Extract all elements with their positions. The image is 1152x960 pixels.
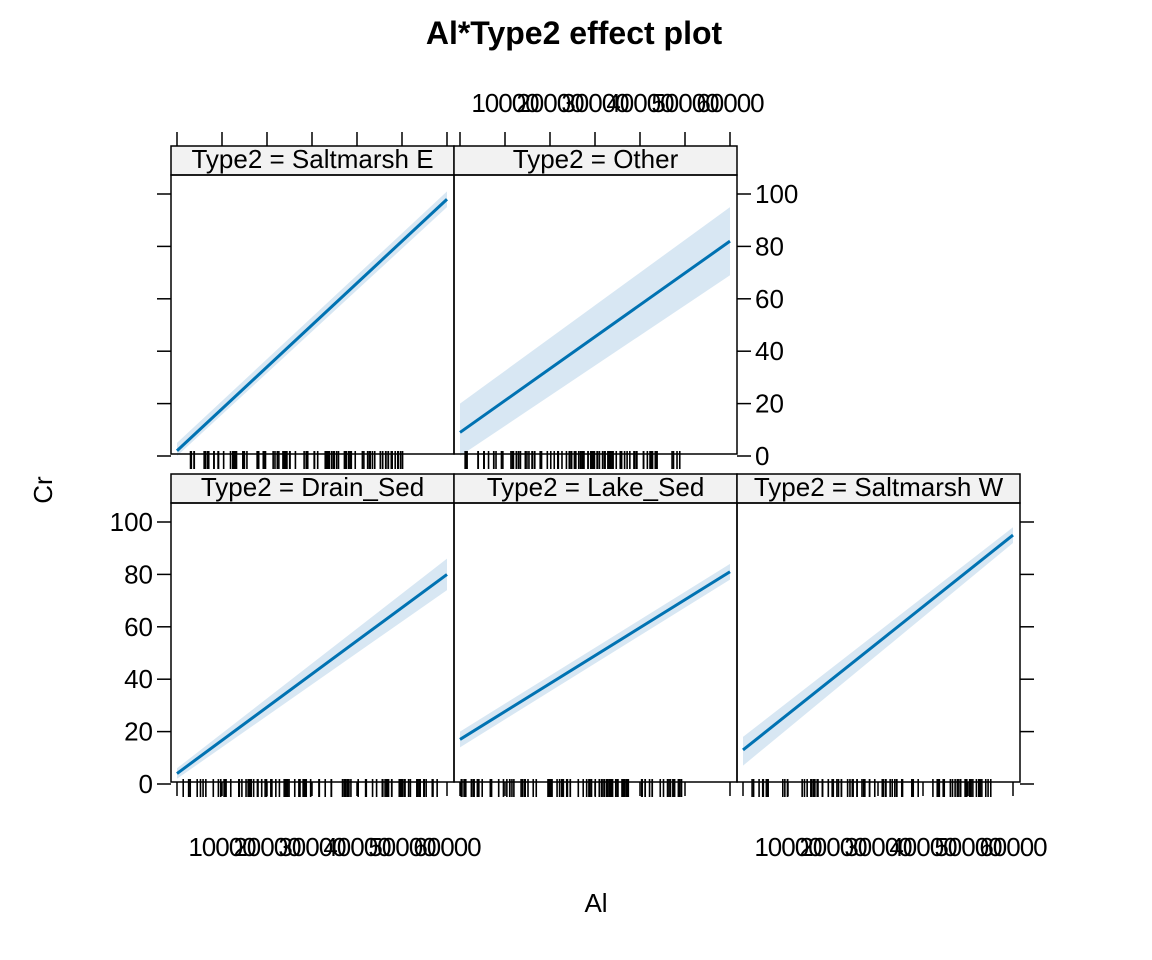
fitted-line: [459, 239, 731, 434]
panel-strip: [170, 145, 455, 176]
y-tick-label: 80: [755, 231, 784, 261]
y-tick-label: 100: [755, 179, 798, 209]
confidence-band: [460, 207, 730, 456]
x-tick-label: 40000: [606, 88, 674, 118]
y-tick-label: 0: [755, 441, 769, 471]
fitted-line: [742, 533, 1014, 752]
panel-1: Type2 = Saltmarsh E: [170, 144, 455, 469]
y-axis-label: Cr: [28, 476, 58, 504]
confidence-band: [177, 558, 447, 779]
x-tick-label: 60000: [413, 832, 481, 862]
y-tick-label: 20: [124, 717, 153, 747]
y-axis-2: 0 20 40 60 80 100: [737, 179, 798, 471]
panel-4: Type2 = Lake_Sed: [453, 472, 738, 797]
x-tick-label: 10000: [188, 832, 256, 862]
y-tick-label: 80: [124, 559, 153, 589]
x-tick-label: 20000: [799, 832, 867, 862]
panel-strip-label: Type2 = Other: [513, 144, 679, 174]
x-tick-label: 30000: [561, 88, 629, 118]
panel-5: Type2 = Saltmarsh W: [736, 472, 1021, 797]
fitted-line: [175, 198, 449, 452]
x-tick-label: 30000: [844, 832, 912, 862]
panel-strip-label: Type2 = Saltmarsh W: [754, 472, 1004, 502]
panel-strip: [453, 145, 738, 176]
chart-title: Al*Type2 effect plot: [426, 15, 723, 51]
panel-strip-label: Type2 = Lake_Sed: [487, 472, 705, 502]
fitted-line: [459, 570, 731, 741]
confidence-band: [743, 527, 1013, 766]
x-tick-label: 40000: [323, 832, 391, 862]
fitted-line: [176, 573, 448, 775]
x-axis-label: Al: [584, 888, 607, 918]
panel-strip: [736, 473, 1021, 504]
x-tick-label: 40000: [889, 832, 957, 862]
x-tick-label: 20000: [516, 88, 584, 118]
panel-frame: [453, 502, 738, 783]
x-tick-label: 50000: [651, 88, 719, 118]
y-tick-label: 100: [110, 507, 153, 537]
panel-strip-label: Type2 = Drain_Sed: [201, 472, 424, 502]
y-tick-label: 40: [124, 664, 153, 694]
y-axis-3: 0 20 40 60 80 100: [110, 507, 171, 799]
x-tick-label: 30000: [278, 832, 346, 862]
x-axis-4: [459, 782, 731, 796]
x-tick-label: 60000: [979, 832, 1047, 862]
x-tick-label: 50000: [368, 832, 436, 862]
x-tick-label: 10000: [471, 88, 539, 118]
panel-3: Type2 = Drain_Sed: [170, 472, 455, 797]
x-tick-label: 50000: [934, 832, 1002, 862]
x-tick-label: 20000: [233, 832, 301, 862]
x-tick-label: 10000: [754, 832, 822, 862]
y-tick-label: 60: [755, 284, 784, 314]
y-axis-4: [1020, 521, 1034, 785]
panel-2: Type2 = Other: [453, 144, 738, 469]
y-tick-label: 20: [755, 389, 784, 419]
y-tick-label: 40: [755, 336, 784, 366]
y-axis-1: [157, 193, 171, 457]
x-axis-1: [176, 132, 448, 146]
panel-strip-label: Type2 = Saltmarsh E: [191, 144, 433, 174]
y-tick-label: 60: [124, 612, 153, 642]
x-tick-label: 60000: [696, 88, 764, 118]
y-tick-label: 0: [139, 769, 153, 799]
panel-frame: [453, 174, 738, 455]
